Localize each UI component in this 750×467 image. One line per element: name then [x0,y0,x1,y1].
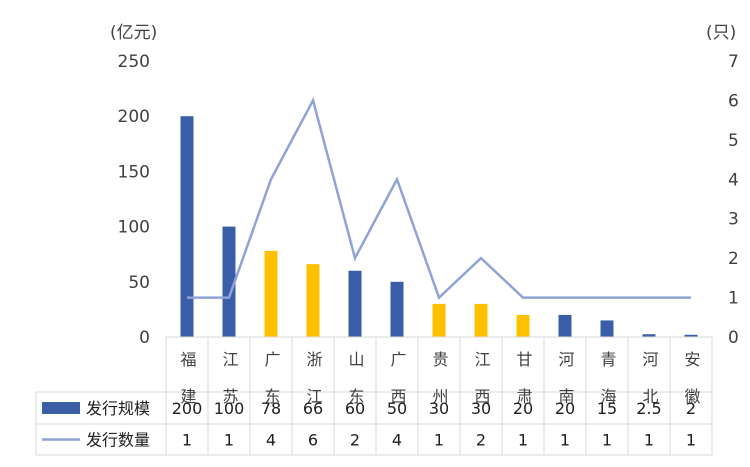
right-tick-label: 0 [728,328,739,348]
data-label-bar: 20 [555,399,575,418]
right-tick-label: 6 [728,91,739,111]
right-tick-label: 7 [728,52,739,72]
category-label: 江西 [472,351,491,404]
bar-series [180,116,698,337]
data-label-line: 1 [434,431,444,450]
data-label-line: 4 [266,431,276,450]
right-tick-label: 2 [728,249,739,269]
bar-浙江 [306,264,320,337]
data-label-line: 2 [350,431,360,450]
data-label-bar: 20 [513,399,533,418]
data-label-line: 2 [476,431,486,450]
category-label: 安徽 [682,351,701,404]
bar-江苏 [222,226,236,337]
data-label-line: 1 [224,431,234,450]
category-label: 江苏 [220,351,239,405]
data-label-bar: 15 [597,399,617,418]
bar-贵州 [432,303,446,337]
left-tick-label: 250 [118,52,150,72]
category-label: 广西 [388,351,407,404]
bar-江西 [474,303,488,337]
data-label-line: 1 [560,431,570,450]
right-tick-label: 1 [728,289,739,309]
category-label: 浙江 [304,351,323,404]
left-tick-label: 150 [118,162,150,182]
category-label: 河北 [640,351,659,404]
left-axis-unit: (亿元) [110,23,157,43]
legend-label-bar: 发行规模 [86,399,150,418]
right-tick-label: 5 [728,131,739,151]
bar-安徽 [684,334,698,337]
bar-河南 [558,314,572,337]
bar-福建 [180,116,194,337]
bar-山东 [348,270,362,337]
left-tick-label: 50 [128,273,150,293]
right-tick-label: 4 [728,170,739,190]
data-label-line: 1 [182,431,192,450]
data-label-bar: 66 [303,399,323,418]
right-tick-label: 3 [728,210,739,230]
data-label-line: 1 [602,431,612,450]
data-label-line: 1 [644,431,654,450]
line-series [186,97,692,300]
data-label-bar: 2 [686,399,696,418]
category-label: 甘肃 [514,351,533,404]
left-tick-label: 0 [139,328,150,348]
legend-swatch-bar [42,402,80,414]
data-label-bar: 78 [261,399,281,418]
category-label: 青海 [598,351,617,404]
left-axis: 0 50 100 150 200 250 [118,52,150,348]
data-label-line: 6 [308,431,318,450]
line-发行数量 [187,97,691,300]
data-label-bar: 30 [429,399,449,418]
right-axis-unit: (只) [706,23,736,43]
category-label: 河南 [556,351,575,404]
legend-label-line: 发行数量 [86,431,150,450]
data-label-line: 1 [686,431,696,450]
data-label-bar: 200 [172,399,203,418]
bar-青海 [600,320,614,337]
data-label-bar: 2.5 [636,399,661,418]
data-label-bar: 30 [471,399,491,418]
category-label: 广东 [262,351,281,404]
left-tick-label: 200 [118,107,150,127]
category-label: 山东 [346,351,365,404]
data-label-line: 4 [392,431,402,450]
data-label-bar: 60 [345,399,365,418]
bar-河北 [642,334,656,337]
bar-广东 [264,250,278,337]
category-label: 贵州 [430,351,449,404]
data-label-bar: 100 [214,399,245,418]
left-tick-label: 100 [118,218,150,238]
data-label-line: 1 [518,431,528,450]
data-label-bar: 50 [387,399,407,418]
bar-甘肃 [516,314,530,337]
category-label: 福建 [178,351,197,404]
bar-广西 [390,281,404,337]
right-axis: 0 1 2 3 4 5 6 7 [728,52,739,348]
